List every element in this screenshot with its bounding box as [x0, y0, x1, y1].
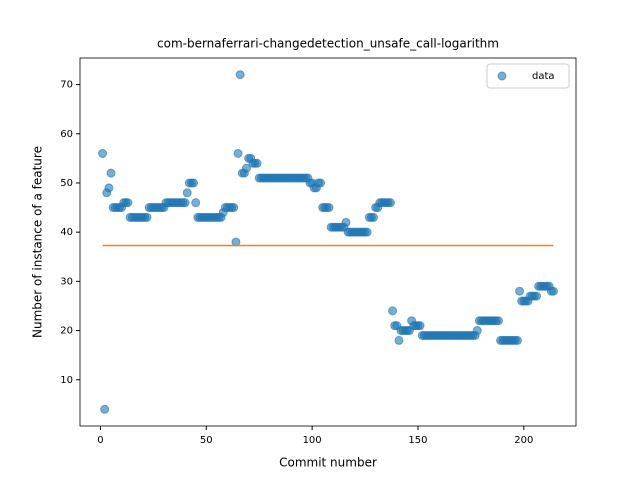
data-point	[252, 158, 262, 168]
data-point	[106, 168, 116, 178]
legend-box	[486, 63, 570, 89]
data-point	[385, 198, 395, 208]
y-tick-label: 70	[60, 80, 73, 91]
x-tick-label: 0	[97, 435, 103, 446]
data-point	[182, 188, 192, 198]
data-point	[229, 203, 239, 213]
data-point	[235, 70, 245, 80]
data-point	[532, 291, 542, 301]
data-point	[512, 335, 522, 345]
data-point	[341, 217, 351, 227]
data-point	[493, 316, 503, 326]
y-tick-label: 20	[60, 326, 73, 337]
data-point	[388, 306, 398, 316]
plot-frame	[79, 57, 577, 427]
data-point	[369, 212, 379, 222]
y-tick-label: 40	[60, 227, 73, 238]
y-tick-label: 10	[60, 375, 73, 386]
y-tick-label: 30	[60, 276, 73, 287]
data-point	[362, 227, 372, 237]
data-point	[241, 163, 251, 173]
data-point	[123, 198, 133, 208]
y-axis-label: Number of instance of a feature	[31, 146, 45, 338]
data-point	[324, 203, 334, 213]
data-point	[142, 212, 152, 222]
data-point	[98, 148, 108, 158]
x-tick-label: 50	[200, 435, 213, 446]
data-point	[233, 148, 243, 158]
data-point	[515, 286, 525, 296]
data-point	[472, 326, 482, 336]
x-tick-label: 150	[408, 435, 427, 446]
data-point	[415, 321, 425, 331]
legend-marker	[497, 71, 507, 81]
data-point	[180, 198, 190, 208]
data-point	[189, 178, 199, 188]
data-point	[191, 198, 201, 208]
data-point	[394, 335, 404, 345]
x-tick-label: 200	[514, 435, 533, 446]
x-axis-label: Commit number	[279, 456, 377, 470]
data-point	[104, 183, 114, 193]
x-tick-label: 100	[303, 435, 322, 446]
data-point	[316, 178, 326, 188]
data-point	[548, 286, 558, 296]
legend-label: data	[532, 71, 555, 82]
data-point	[100, 404, 110, 414]
chart-title: com-bernaferrari-changedetection_unsafe_…	[157, 37, 499, 51]
y-tick-label: 60	[60, 129, 73, 140]
y-tick-label: 50	[60, 178, 73, 189]
